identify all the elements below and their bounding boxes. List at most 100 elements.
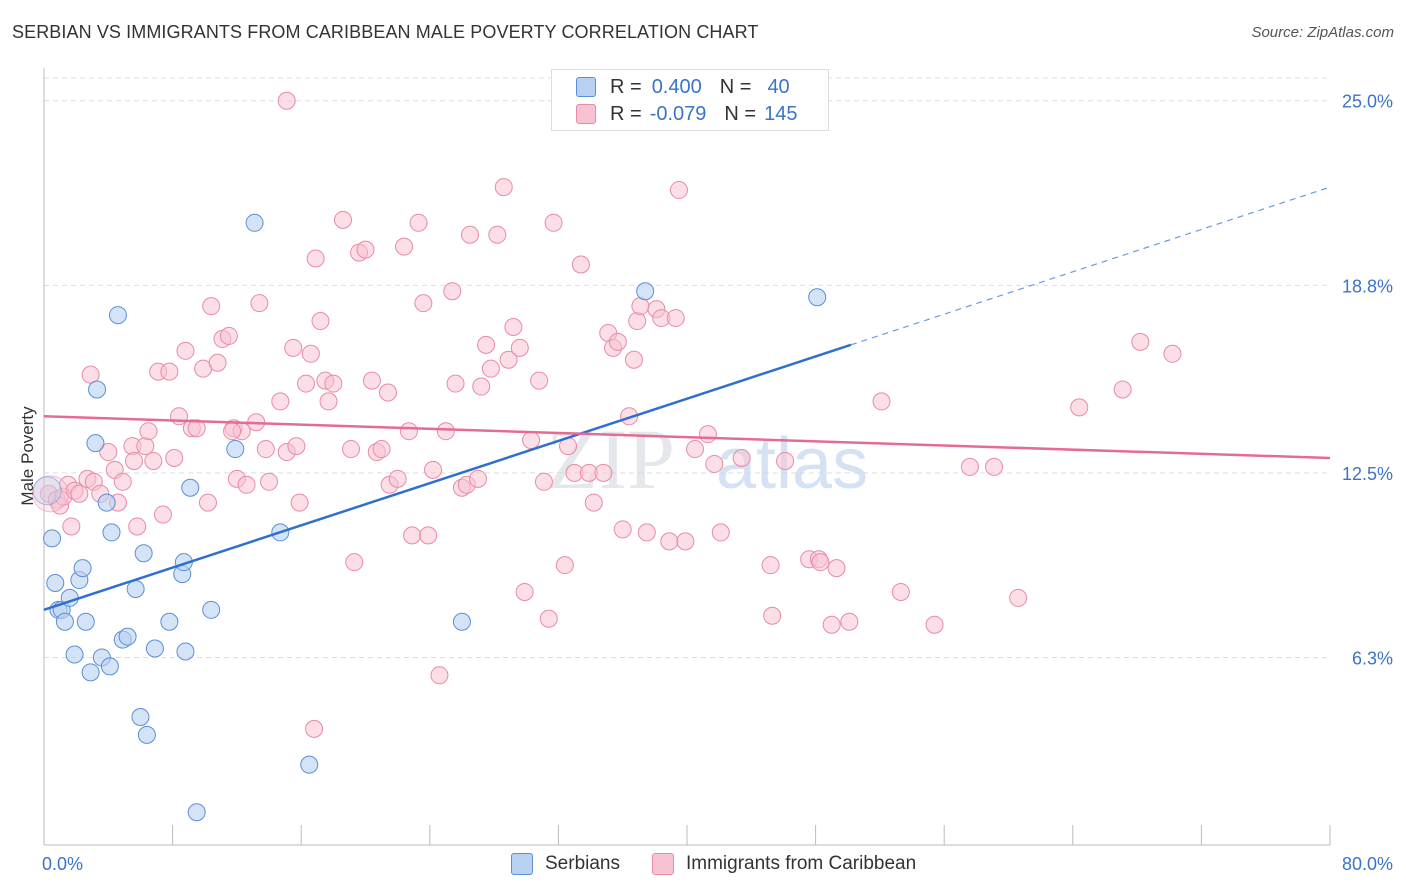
serbians-point: [202, 600, 221, 619]
serbians-point: [65, 645, 84, 664]
caribbean-point: [271, 392, 290, 411]
x-tick-label: 0.0%: [42, 854, 83, 874]
caribbean-legend-label: Immigrants from Caribbean: [686, 853, 917, 874]
caribbean-point: [732, 448, 751, 467]
caribbean-point: [297, 374, 316, 393]
caribbean-point: [499, 350, 518, 369]
caribbean-point: [705, 454, 724, 473]
serbians-point: [137, 725, 156, 744]
caribbean-point: [628, 312, 647, 331]
caribbean-point: [81, 365, 100, 384]
serbians-point: [108, 306, 127, 325]
caribbean-point: [409, 213, 428, 232]
caribbean-point: [555, 556, 574, 575]
caribbean-point: [488, 225, 507, 244]
serbians-cluster-point: [32, 476, 62, 506]
caribbean-swatch: [576, 104, 596, 124]
caribbean-point: [399, 422, 418, 441]
caribbean-point: [170, 407, 189, 426]
caribbean-point: [430, 666, 449, 685]
caribbean-point: [469, 469, 488, 488]
caribbean-point: [1009, 588, 1028, 607]
serbians-point: [145, 639, 164, 658]
caribbean-point: [544, 213, 563, 232]
caribbean-point: [660, 532, 679, 551]
caribbean-point: [287, 437, 306, 456]
caribbean-point: [472, 377, 491, 396]
caribbean-point: [128, 517, 147, 536]
caribbean-point: [144, 451, 163, 470]
caribbean-point: [477, 335, 496, 354]
caribbean-point: [362, 371, 381, 390]
y-tick-label: 12.5%: [1342, 464, 1393, 484]
caribbean-point: [419, 526, 438, 545]
caribbean-point: [631, 297, 650, 316]
caribbean-point: [113, 472, 132, 491]
caribbean-point: [356, 240, 375, 259]
caribbean-point: [305, 719, 324, 738]
chart-title: SERBIAN VS IMMIGRANTS FROM CARIBBEAN MAL…: [12, 22, 759, 42]
caribbean-point: [761, 556, 780, 575]
x-tick-label: 80.0%: [1342, 854, 1393, 874]
caribbean-point: [960, 457, 979, 476]
caribbean-point: [711, 523, 730, 542]
serbians-point: [131, 707, 150, 726]
y-tick-label: 6.3%: [1352, 648, 1393, 668]
caribbean-point: [620, 407, 639, 426]
caribbean-point: [62, 517, 81, 536]
watermark-zip: ZIP: [546, 411, 675, 507]
trend-lines: [43, 186, 1331, 612]
caribbean-point: [1113, 380, 1132, 399]
caribbean-point: [446, 374, 465, 393]
caribbean-point: [481, 359, 500, 378]
caribbean-point: [985, 457, 1004, 476]
legend-item-serbians: Serbians: [511, 852, 620, 876]
serbians-point: [118, 627, 137, 646]
caribbean-point: [840, 612, 859, 631]
caribbean-point: [534, 472, 553, 491]
caribbean-point: [414, 294, 433, 313]
caribbean-point: [443, 282, 462, 301]
caribbean-point: [208, 353, 227, 372]
caribbean-point: [925, 615, 944, 634]
caribbean-point: [515, 582, 534, 601]
caribbean-point: [345, 553, 364, 572]
caribbean-point: [584, 493, 603, 512]
serbians-point: [97, 493, 116, 512]
serbians-n-value: 40: [767, 75, 790, 98]
serbians-swatch: [576, 77, 596, 97]
caribbean-point: [301, 344, 320, 363]
caribbean-point: [624, 350, 643, 369]
serbians-point: [226, 440, 245, 459]
caribbean-point: [822, 615, 841, 634]
serbians-point: [160, 612, 179, 631]
grid: [44, 77, 1330, 658]
serbians-r-value: 0.400: [651, 75, 702, 98]
serbians-point: [636, 282, 655, 301]
caribbean-point: [223, 422, 242, 441]
caribbean-point: [333, 210, 352, 229]
y-axis-label: Male Poverty: [18, 406, 37, 506]
caribbean-point: [811, 553, 830, 572]
caribbean-point: [510, 338, 529, 357]
serbians-legend-label: Serbians: [545, 853, 620, 874]
caribbean-point: [669, 181, 688, 200]
serbians-point: [452, 612, 471, 631]
caribbean-legend-swatch: [652, 853, 674, 875]
caribbean-point: [676, 532, 695, 551]
caribbean-point: [324, 374, 343, 393]
caribbean-point: [219, 326, 238, 345]
serbians-point: [81, 663, 100, 682]
serbians-point: [73, 559, 92, 578]
serbians-point: [181, 478, 200, 497]
caribbean-point: [379, 383, 398, 402]
caribbean-point: [613, 520, 632, 539]
caribbean-point: [776, 451, 795, 470]
caribbean-point: [637, 523, 656, 542]
caribbean-point: [1163, 344, 1182, 363]
caribbean-point: [763, 606, 782, 625]
series-legend: Serbians Immigrants from Caribbean: [0, 852, 1406, 876]
caribbean-point: [306, 249, 325, 268]
caribbean-point: [260, 472, 279, 491]
serbians-point: [76, 612, 95, 631]
